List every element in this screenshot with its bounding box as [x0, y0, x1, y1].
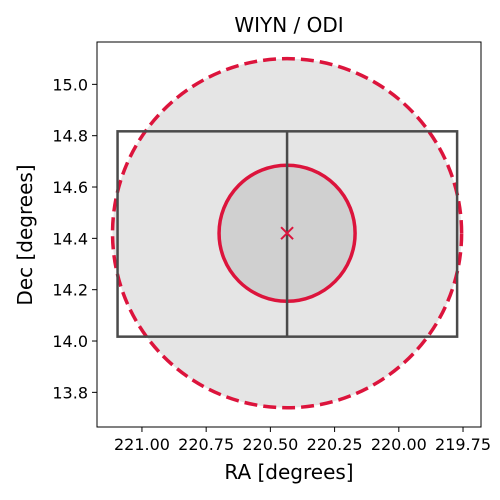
x-axis-label: RA [degrees] [224, 460, 353, 484]
y-axis-label: Dec [degrees] [13, 164, 37, 305]
plot-area [110, 56, 464, 410]
x-tick-label: 221.00 [114, 435, 170, 454]
axes-frame [96, 41, 482, 428]
y-tick-label: 14.2 [52, 281, 88, 300]
y-tick-label: 14.8 [52, 127, 88, 146]
x-tick-label: 219.75 [435, 435, 491, 454]
y-tick-label: 14.4 [52, 229, 88, 248]
center-marker-stroke-b [280, 226, 294, 240]
x-tick-label: 220.00 [371, 435, 427, 454]
y-tick-label: 14.0 [52, 332, 88, 351]
y-tick-label: 13.8 [52, 383, 88, 402]
x-tick-label: 220.75 [178, 435, 234, 454]
x-tick-label: 220.25 [307, 435, 363, 454]
x-tick-label: 220.50 [242, 435, 298, 454]
y-tick-label: 15.0 [52, 75, 88, 94]
chart-title: WIYN / ODI [234, 13, 343, 37]
y-tick-label: 14.6 [52, 178, 88, 197]
